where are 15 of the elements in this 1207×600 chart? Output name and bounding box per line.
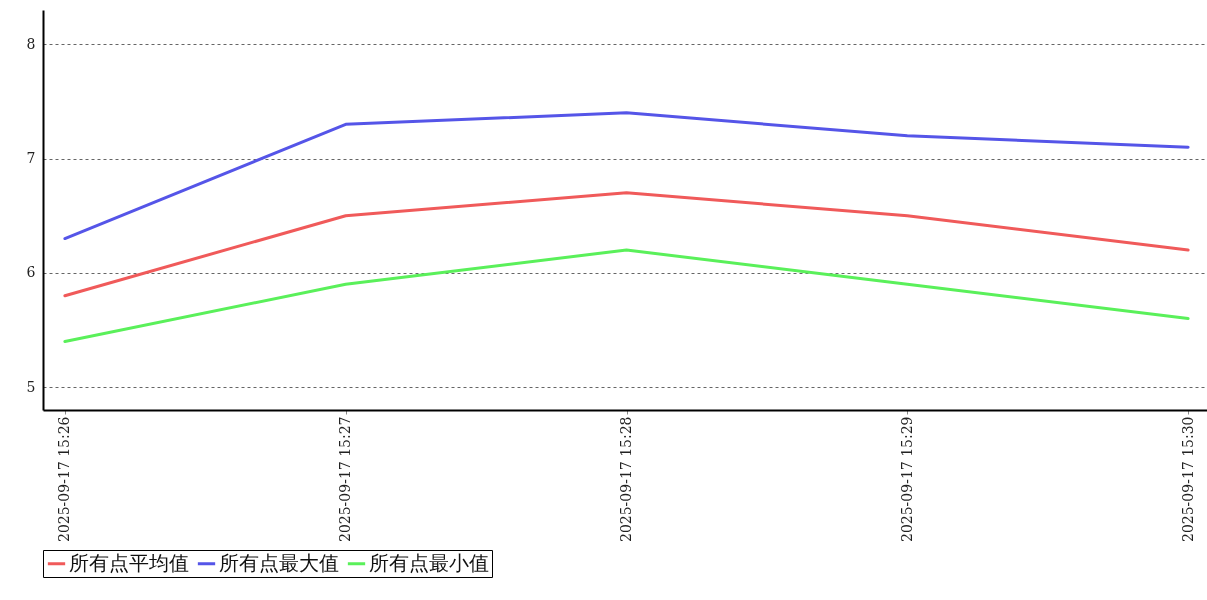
- x-tick-label: 2025-09-17 15:30: [1179, 416, 1196, 543]
- y-tick-label: 6: [26, 264, 36, 281]
- legend-label: 所有点平均值: [69, 550, 189, 575]
- x-tick-label: 2025-09-17 15:26: [56, 416, 73, 543]
- x-tick-label: 2025-09-17 15:27: [337, 416, 354, 543]
- x-tick-label: 2025-09-17 15:29: [898, 416, 915, 543]
- y-tick-label: 8: [26, 35, 36, 52]
- line-series: [63, 111, 1190, 241]
- legend-label: 所有点最大值: [219, 550, 339, 575]
- y-tick-label: 7: [26, 150, 36, 167]
- line-series: [63, 191, 1190, 298]
- line-series: [63, 248, 1190, 343]
- y-tick-label: 5: [26, 378, 36, 395]
- x-tick-label: 2025-09-17 15:28: [618, 416, 634, 543]
- legend-label: 所有点最小值: [369, 550, 489, 575]
